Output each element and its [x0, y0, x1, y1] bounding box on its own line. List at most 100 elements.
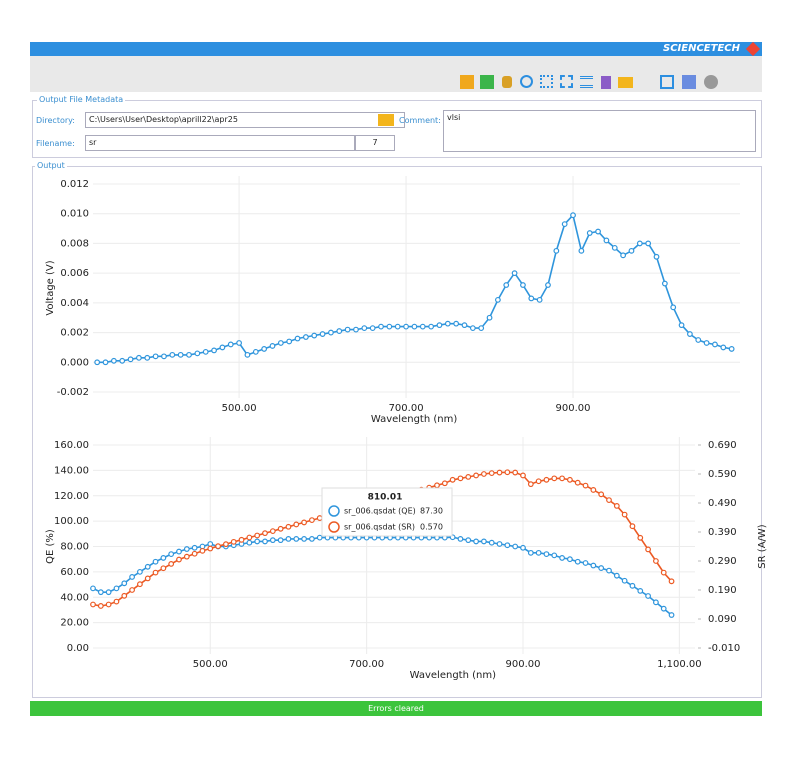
- data-point: [668, 612, 675, 618]
- data-point: [186, 351, 192, 358]
- data-point: [520, 472, 526, 479]
- data-point: [161, 353, 167, 360]
- data-point: [567, 556, 573, 563]
- directory-label: Directory:: [36, 116, 75, 125]
- data-point: [262, 530, 268, 537]
- data-point: [105, 589, 112, 596]
- data-point: [219, 344, 226, 351]
- data-point: [94, 359, 101, 366]
- comment-label: Comment:: [399, 116, 441, 125]
- x-tick-label: 700.00: [389, 403, 424, 414]
- data-point: [703, 340, 710, 346]
- tool-button[interactable]: [704, 75, 718, 89]
- x-tick-label: 500.00: [222, 403, 257, 414]
- y2-tick-label: 0.190: [708, 585, 737, 596]
- data-point: [223, 541, 229, 548]
- data-point: [97, 589, 104, 596]
- tooltip-series: sr_006.qsdat (QE): [344, 507, 416, 516]
- data-point: [336, 328, 343, 334]
- lock-button[interactable]: [502, 76, 512, 88]
- zoom-button[interactable]: [520, 75, 533, 88]
- data-point: [520, 544, 526, 551]
- data-point: [319, 331, 326, 337]
- panel-title: Output File Metadata: [37, 95, 126, 104]
- data-point: [160, 555, 167, 561]
- x-tick-label: 500.00: [193, 659, 228, 670]
- data-point: [361, 325, 368, 332]
- data-point: [277, 537, 284, 544]
- comment-field[interactable]: vlsi: [443, 110, 756, 152]
- fit-button[interactable]: [560, 75, 573, 88]
- edit-button[interactable]: [682, 75, 696, 89]
- browse-button[interactable]: [378, 114, 394, 126]
- y-tick-label: 20.00: [60, 618, 89, 629]
- data-point: [428, 323, 435, 330]
- r-button[interactable]: [460, 75, 474, 89]
- data-point: [202, 348, 209, 355]
- data-point: [316, 534, 323, 541]
- list-button[interactable]: [580, 76, 593, 88]
- data-point: [119, 357, 126, 364]
- data-point: [628, 247, 635, 254]
- data-point: [574, 558, 581, 565]
- data-point: [269, 537, 276, 544]
- data-point: [309, 535, 315, 542]
- data-point: [611, 244, 618, 251]
- data-point: [144, 563, 151, 570]
- pan-button[interactable]: [540, 75, 553, 88]
- data-point: [494, 296, 501, 303]
- data-point: [678, 322, 685, 329]
- data-point: [535, 549, 542, 556]
- data-point: [301, 519, 307, 526]
- data-point: [520, 282, 526, 288]
- delete-button[interactable]: [601, 76, 611, 89]
- data-point: [660, 605, 667, 612]
- data-point: [598, 491, 605, 498]
- y-tick-label: 80.00: [60, 542, 89, 553]
- data-point: [661, 280, 668, 287]
- data-point: [621, 577, 628, 584]
- tooltip-swatch: [328, 521, 340, 533]
- data-point: [293, 535, 300, 542]
- folder-button[interactable]: [618, 77, 633, 88]
- data-point: [613, 503, 620, 509]
- data-point: [457, 535, 464, 542]
- data-point: [461, 322, 468, 329]
- data-point: [436, 322, 443, 329]
- y2-tick-label: 0.390: [708, 527, 737, 538]
- data-point: [168, 561, 175, 567]
- data-point: [277, 340, 284, 346]
- data-point: [586, 230, 593, 236]
- index-field[interactable]: 7: [355, 135, 395, 151]
- select-button[interactable]: [660, 75, 674, 89]
- data-point: [645, 240, 652, 247]
- data-point: [578, 247, 585, 254]
- data-point: [636, 240, 643, 247]
- x-tick-label: 700.00: [349, 659, 384, 670]
- data-point: [695, 337, 702, 343]
- data-point: [503, 282, 510, 288]
- filename-field[interactable]: sr: [85, 135, 355, 151]
- x-axis-label: Wavelength (nm): [371, 414, 457, 425]
- data-point: [293, 521, 300, 528]
- data-point: [595, 228, 601, 235]
- tooltip-value: 87.30: [420, 507, 443, 516]
- c-button[interactable]: [480, 75, 494, 89]
- data-point: [102, 359, 109, 366]
- data-point: [137, 568, 143, 575]
- data-point: [144, 354, 151, 361]
- data-point: [481, 538, 487, 545]
- data-point: [728, 346, 735, 352]
- data-point: [152, 569, 159, 576]
- data-point: [316, 515, 323, 521]
- x-axis-label: Wavelength (nm): [410, 670, 496, 681]
- data-point: [496, 541, 503, 547]
- data-point: [598, 565, 605, 571]
- data-point: [236, 340, 242, 346]
- data-point: [353, 326, 359, 333]
- data-point: [488, 470, 495, 477]
- data-point: [90, 601, 96, 608]
- data-point: [230, 538, 237, 545]
- data-point: [512, 543, 519, 550]
- directory-field[interactable]: C:\Users\User\Desktop\aprill22\apr25: [85, 112, 405, 128]
